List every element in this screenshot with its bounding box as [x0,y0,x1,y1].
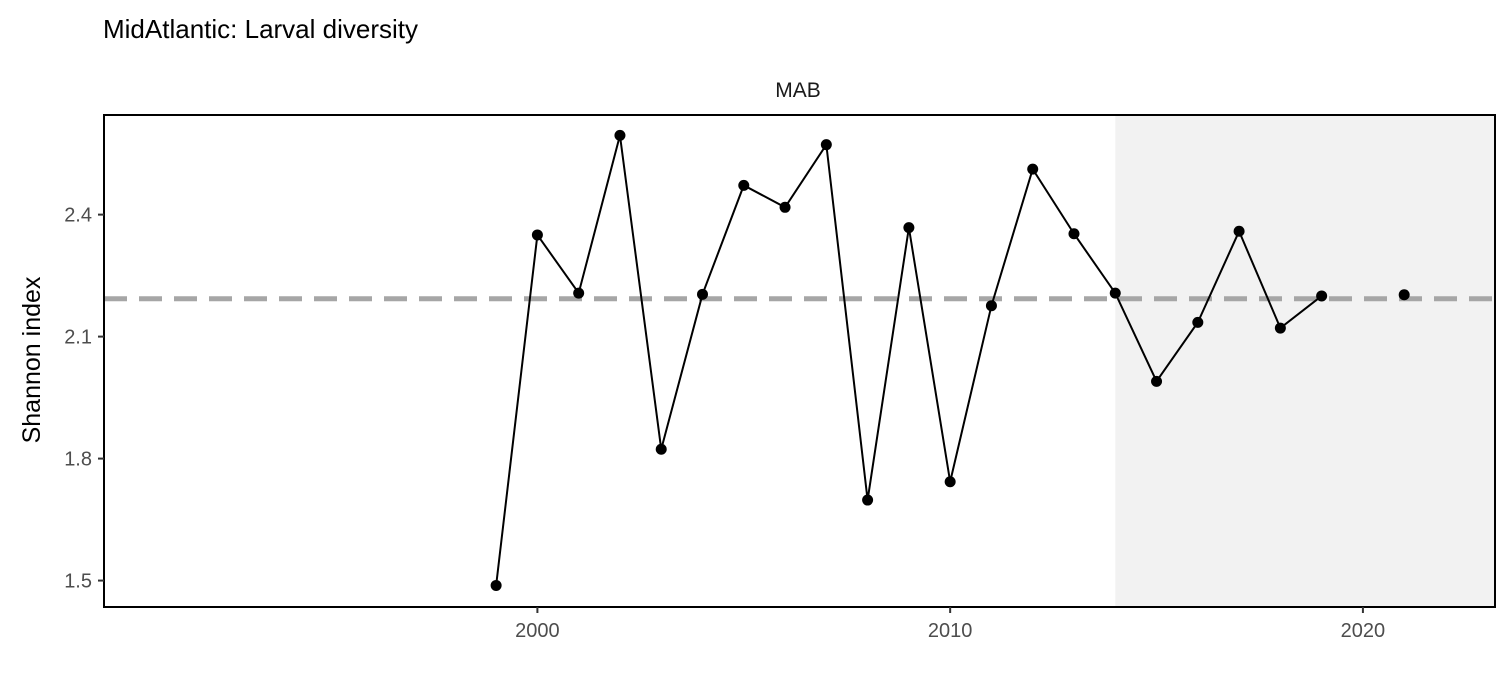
data-point [944,476,956,488]
x-tick-label: 2000 [515,620,560,642]
data-point [531,229,543,241]
plot-panel-border [103,114,1496,608]
data-point [614,129,626,141]
data-point [573,287,585,299]
data-point [1068,228,1080,240]
data-point [779,201,791,213]
data-point [1398,289,1410,301]
data-point [1274,322,1286,334]
y-tick-label: 1.5 [64,571,92,593]
data-point [1316,290,1328,302]
data-point [1151,375,1163,387]
y-tick-label: 1.8 [64,449,92,471]
data-point [903,222,915,234]
x-tick-label: 2010 [928,620,973,642]
data-point [1192,316,1204,328]
data-point [490,579,502,591]
data-point [655,443,667,455]
y-axis-title: Shannon index [18,276,46,443]
y-tick-label: 2.1 [64,327,92,349]
shaded-region [1115,115,1495,607]
chart-title: MidAtlantic: Larval diversity [103,14,418,44]
data-point [820,139,832,151]
data-point [1109,287,1121,299]
data-point [1233,225,1245,237]
data-point [985,300,997,312]
y-tick-label: 2.4 [64,205,92,227]
facet-label: MAB [775,79,821,102]
x-tick-label: 2020 [1341,620,1386,642]
data-point [862,494,874,506]
data-point [697,288,709,300]
data-point [738,179,750,191]
data-point [1027,163,1039,175]
